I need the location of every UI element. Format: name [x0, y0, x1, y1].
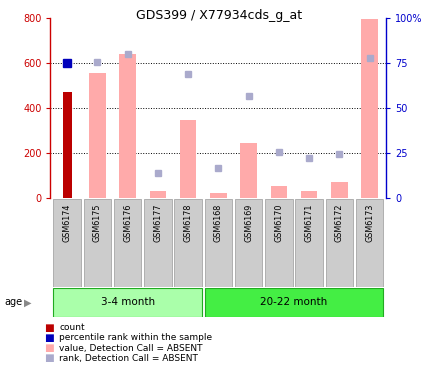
Text: ■: ■	[44, 343, 53, 353]
Bar	[270, 186, 286, 198]
Text: age: age	[4, 297, 22, 307]
Bar	[204, 288, 382, 317]
Bar	[53, 199, 81, 287]
Text: ▶: ▶	[24, 297, 32, 307]
Text: GSM6168: GSM6168	[213, 204, 223, 242]
Text: 20-22 month: 20-22 month	[260, 297, 327, 307]
Text: GSM6172: GSM6172	[334, 204, 343, 242]
Bar	[204, 199, 232, 287]
Text: GDS399 / X77934cds_g_at: GDS399 / X77934cds_g_at	[136, 9, 302, 22]
Bar	[53, 288, 201, 317]
Text: GSM6170: GSM6170	[274, 204, 283, 242]
Text: GSM6176: GSM6176	[123, 204, 132, 242]
Text: GSM6174: GSM6174	[63, 204, 71, 242]
Bar	[360, 19, 377, 198]
Bar	[113, 199, 141, 287]
Bar	[149, 191, 166, 198]
Text: GSM6177: GSM6177	[153, 204, 162, 242]
Bar	[295, 199, 322, 287]
Text: ■: ■	[44, 333, 53, 343]
Bar	[325, 199, 353, 287]
Text: GSM6169: GSM6169	[244, 204, 253, 242]
Bar	[265, 199, 292, 287]
Text: GSM6175: GSM6175	[93, 204, 102, 242]
Bar	[83, 199, 111, 287]
Bar	[144, 199, 171, 287]
Bar	[240, 143, 256, 198]
Bar	[210, 193, 226, 198]
Bar	[89, 73, 106, 198]
Text: GSM6178: GSM6178	[183, 204, 192, 242]
Text: GSM6173: GSM6173	[364, 204, 373, 242]
Bar	[234, 199, 262, 287]
Text: 3-4 month: 3-4 month	[100, 297, 154, 307]
Text: count: count	[59, 323, 85, 332]
Text: percentile rank within the sample: percentile rank within the sample	[59, 333, 212, 342]
Text: ■: ■	[44, 353, 53, 363]
Bar	[300, 191, 317, 198]
Bar	[174, 199, 201, 287]
Text: value, Detection Call = ABSENT: value, Detection Call = ABSENT	[59, 344, 202, 352]
Text: GSM6171: GSM6171	[304, 204, 313, 242]
Bar	[62, 92, 71, 198]
Text: ■: ■	[44, 322, 53, 333]
Bar	[330, 182, 347, 198]
Bar	[180, 120, 196, 198]
Bar	[355, 199, 382, 287]
Text: rank, Detection Call = ABSENT: rank, Detection Call = ABSENT	[59, 354, 198, 363]
Bar	[119, 54, 136, 198]
